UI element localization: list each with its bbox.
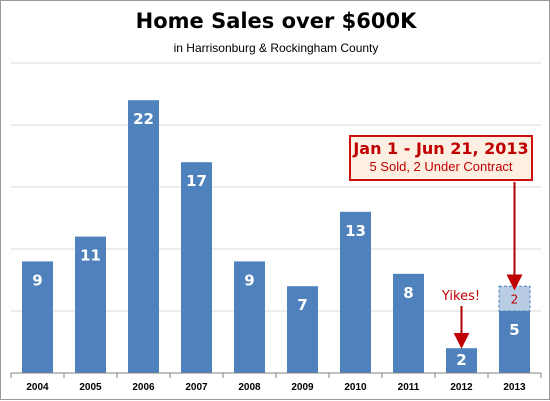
bar-2011 bbox=[393, 273, 424, 373]
data-label-2008: 9 bbox=[244, 271, 254, 289]
chart-subtitle: in Harrisonburg & Rockingham County bbox=[173, 41, 379, 55]
x-tick-2010: 2010 bbox=[344, 382, 367, 393]
bar-2005 bbox=[75, 236, 106, 373]
callout-subtitle: 5 Sold, 2 Under Contract bbox=[369, 159, 513, 174]
data-label-2007: 17 bbox=[186, 172, 207, 190]
data-label-2012: 2 bbox=[456, 351, 466, 369]
bar-2009 bbox=[287, 286, 318, 373]
x-tick-2012: 2012 bbox=[450, 382, 473, 393]
data-label-2006: 22 bbox=[133, 110, 154, 128]
data-label-2005: 11 bbox=[80, 247, 101, 265]
data-label-2004: 9 bbox=[32, 271, 42, 289]
data-label-extra-2013: 2 bbox=[511, 293, 519, 307]
x-tick-2009: 2009 bbox=[291, 382, 314, 393]
x-tick-2005: 2005 bbox=[79, 382, 102, 393]
bar-2007 bbox=[181, 162, 212, 373]
x-tick-2008: 2008 bbox=[238, 382, 261, 393]
chart-title: Home Sales over $600K bbox=[135, 9, 417, 33]
data-label-2013: 5 bbox=[509, 321, 519, 339]
bar-2004 bbox=[22, 261, 53, 373]
bar-2012 bbox=[446, 348, 477, 373]
x-tick-2011: 2011 bbox=[398, 382, 420, 393]
callout-box: Jan 1 - Jun 21, 2013 5 Sold, 2 Under Con… bbox=[349, 135, 533, 181]
bar-2010 bbox=[340, 211, 371, 373]
data-label-2011: 8 bbox=[403, 284, 413, 302]
x-tick-2004: 2004 bbox=[26, 382, 49, 393]
bar-2008 bbox=[234, 261, 265, 373]
yikes-annotation: Yikes! bbox=[441, 289, 481, 304]
data-label-2010: 13 bbox=[345, 222, 366, 240]
x-tick-2013: 2013 bbox=[503, 382, 526, 393]
data-label-2009: 7 bbox=[297, 296, 307, 314]
bar-2006 bbox=[128, 100, 159, 373]
x-tick-2006: 2006 bbox=[132, 382, 155, 393]
callout-title: Jan 1 - Jun 21, 2013 bbox=[353, 139, 529, 158]
x-tick-2007: 2007 bbox=[185, 382, 208, 393]
bar-2013 bbox=[499, 311, 530, 373]
